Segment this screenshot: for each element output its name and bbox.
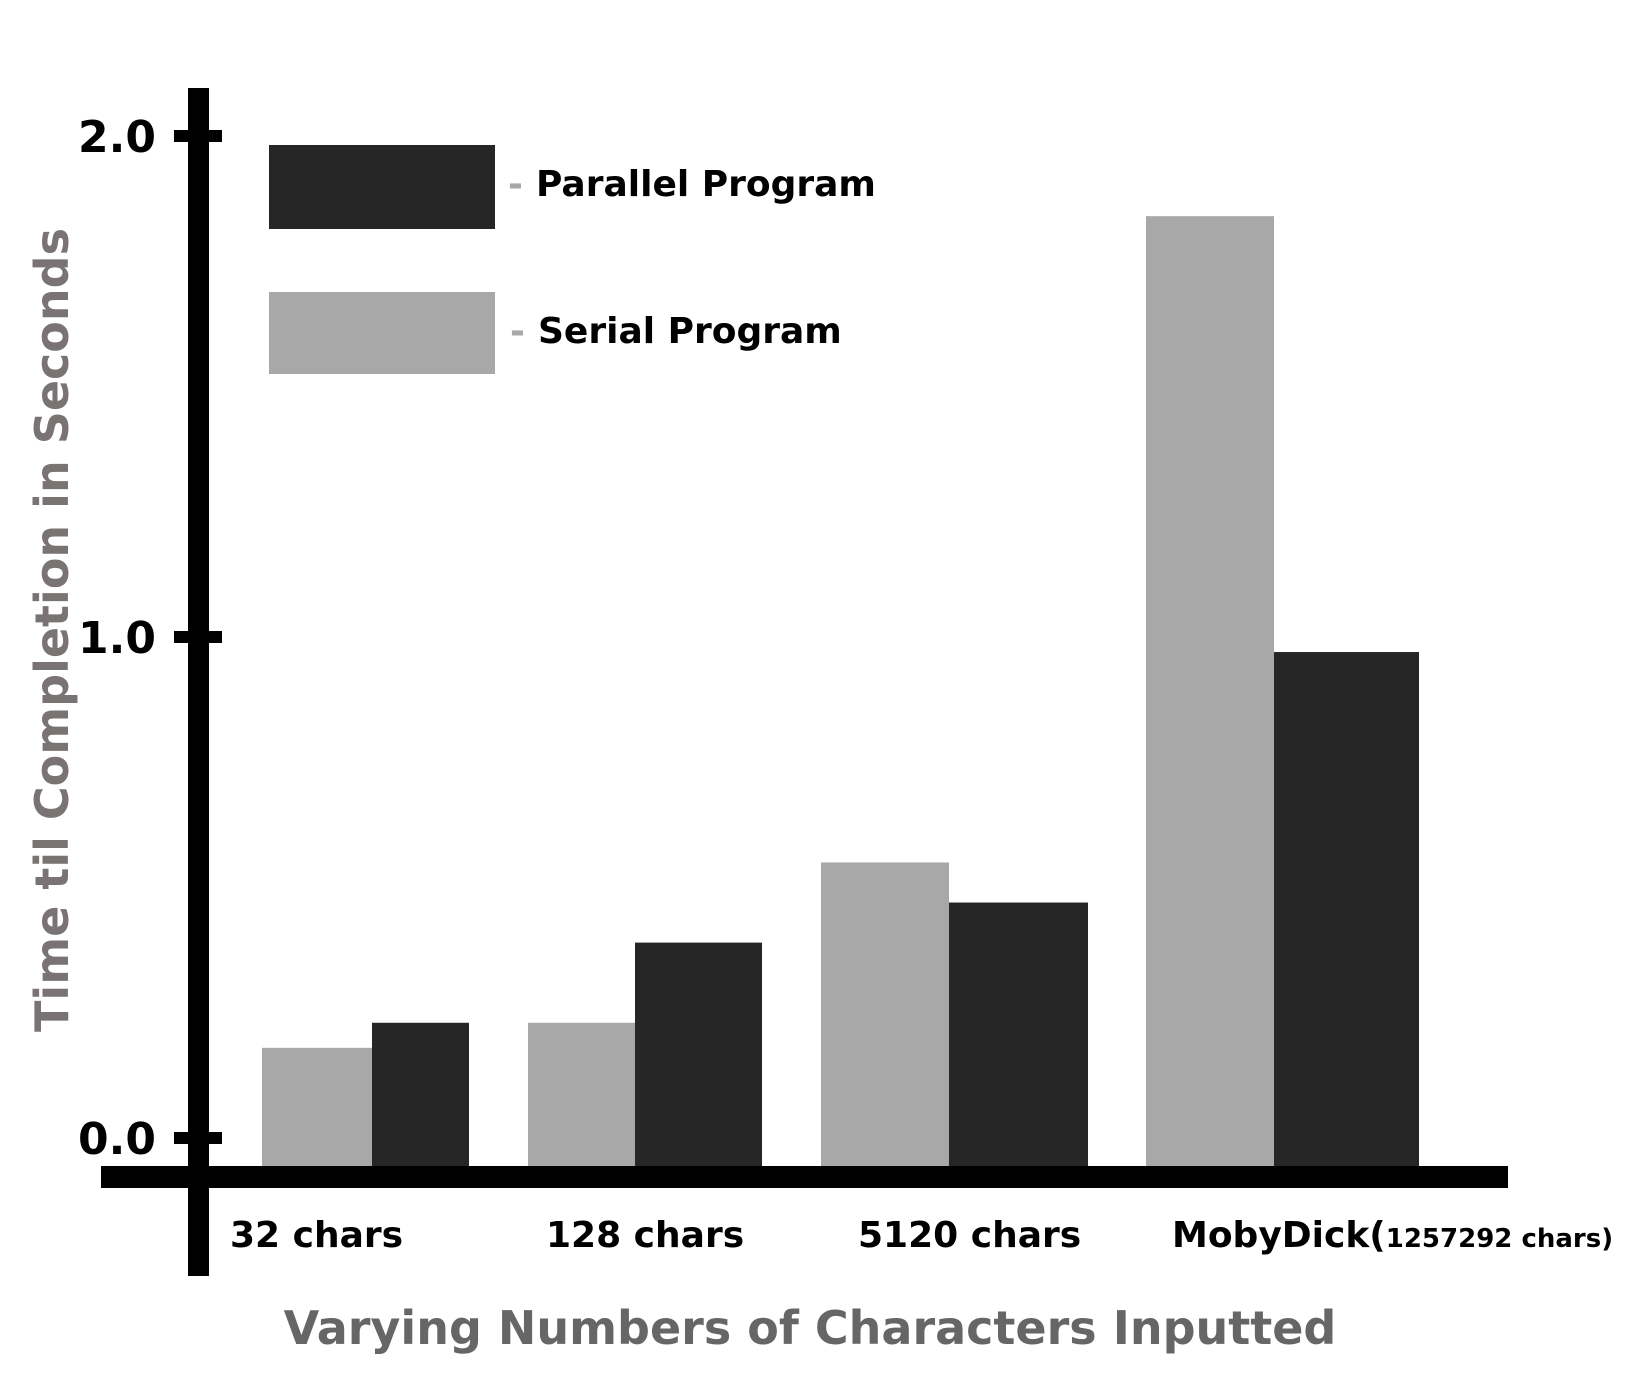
y-axis-line xyxy=(188,88,209,1276)
legend-swatch-serial xyxy=(269,292,495,374)
x-tick-label-1: 128 chars xyxy=(546,1215,744,1256)
legend-separator-serial: - xyxy=(510,311,525,352)
y-tick-label-0: 0.0 xyxy=(78,1114,156,1165)
legend: - Parallel Program - Serial Program xyxy=(269,145,876,374)
y-tick-mark-1 xyxy=(174,631,222,643)
y-tick-label-1: 1.0 xyxy=(78,613,156,664)
legend-separator-parallel: - xyxy=(508,164,523,205)
y-tick-mark-0 xyxy=(174,1132,222,1144)
x-tick-label-0: 32 chars xyxy=(230,1215,403,1256)
x-tick-label-2: 5120 chars xyxy=(858,1215,1081,1256)
bars-group xyxy=(262,216,1419,1166)
bar-parallel-1 xyxy=(635,942,762,1166)
legend-label-parallel: Parallel Program xyxy=(536,164,876,205)
bar-serial-1 xyxy=(528,1022,635,1166)
category-labels-group: 32 chars 128 chars 5120 chars MobyDick(1257… xyxy=(230,1215,1613,1256)
y-ticks-group: 0.0 1.0 2.0 xyxy=(78,112,222,1165)
x-tick-label-3: MobyDick(1257292 chars) xyxy=(1172,1215,1613,1256)
bar-serial-3 xyxy=(1146,216,1274,1166)
bar-parallel-0 xyxy=(372,1022,469,1166)
bar-serial-2 xyxy=(821,862,949,1166)
x-axis-line xyxy=(101,1166,1508,1188)
bar-parallel-2 xyxy=(949,902,1088,1166)
legend-swatch-parallel xyxy=(269,145,495,229)
legend-label-serial: Serial Program xyxy=(538,311,842,352)
bar-serial-0 xyxy=(262,1047,372,1166)
y-tick-mark-2 xyxy=(174,130,222,142)
y-axis-title: Time til Completion in Seconds xyxy=(25,228,79,1032)
bar-parallel-3 xyxy=(1274,652,1419,1166)
x-axis-title: Varying Numbers of Characters Inputted xyxy=(284,1301,1337,1355)
y-tick-label-2: 2.0 xyxy=(78,112,156,163)
